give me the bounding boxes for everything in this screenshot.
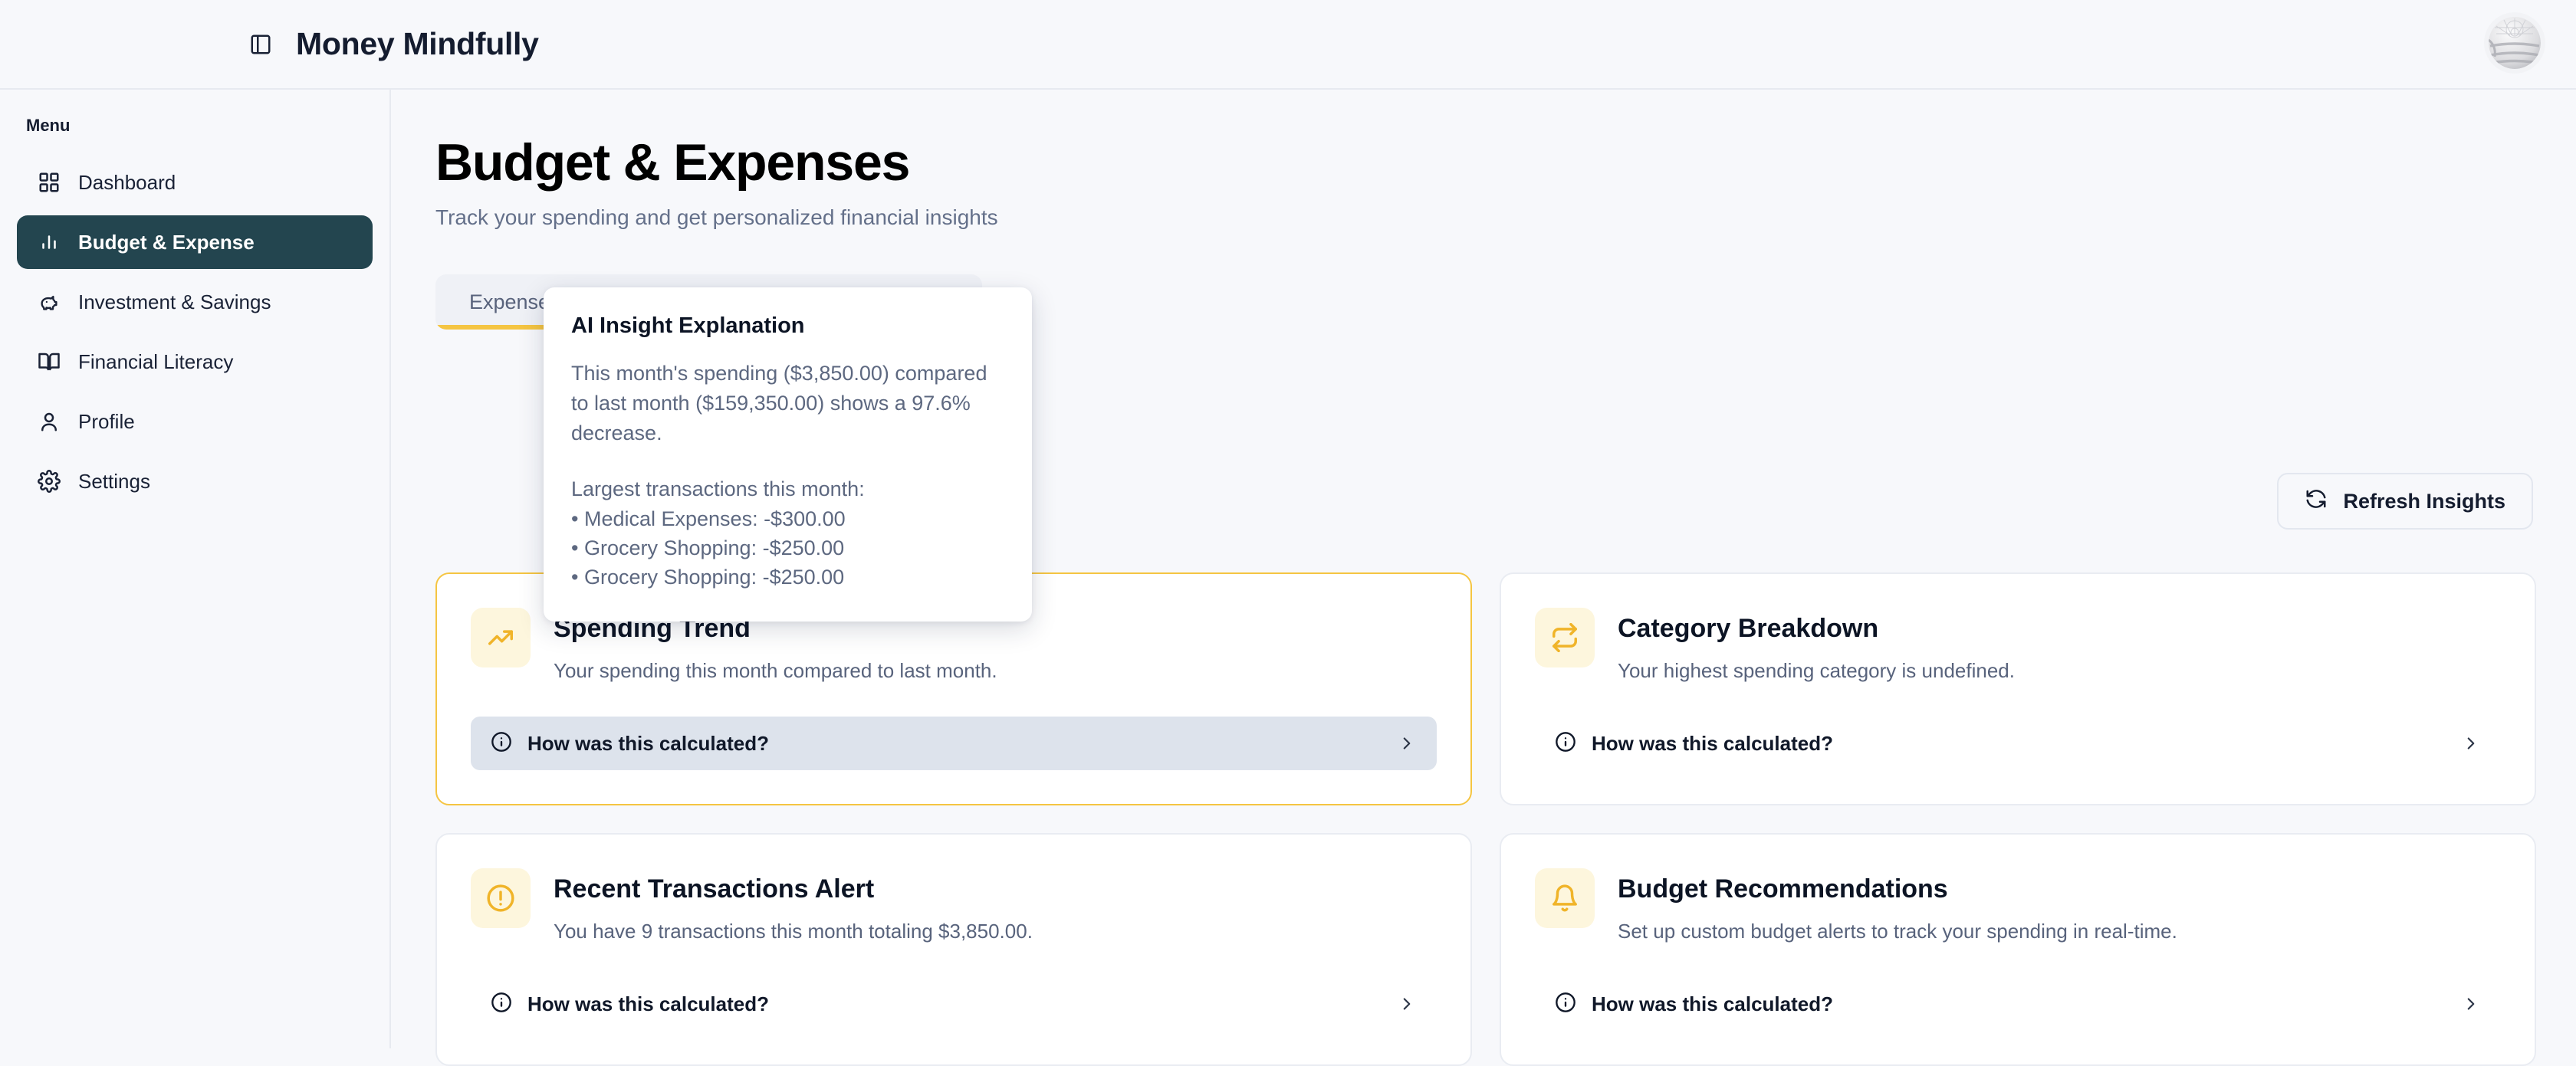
how-was-this-calculated-button[interactable]: How was this calculated? <box>1535 717 2501 770</box>
tooltip-spacer <box>571 448 1004 474</box>
info-icon <box>1555 731 1576 756</box>
page-subtitle: Track your spending and get personalized… <box>435 205 998 230</box>
sidebar-toggle-icon[interactable] <box>244 28 278 61</box>
refresh-insights-button[interactable]: Refresh Insights <box>2277 473 2533 530</box>
chevron-right-icon <box>2461 733 2481 753</box>
gear-icon <box>34 466 64 497</box>
chevron-right-icon <box>1397 733 1417 753</box>
bell-icon <box>1535 868 1595 928</box>
calc-label: How was this calculated? <box>1592 731 1833 755</box>
sidebar-item-label: Settings <box>78 469 150 493</box>
tooltip-list-item: • Medical Expenses: -$300.00 <box>571 507 846 530</box>
sidebar: Menu Dashboard Budget & Expense Investme… <box>0 90 391 1048</box>
app-title: Money Mindfully <box>296 26 539 61</box>
tooltip-list-item: • Grocery Shopping: -$250.00 <box>571 566 845 589</box>
card-description: Set up custom budget alerts to track you… <box>1618 920 2177 943</box>
insight-card-category-breakdown[interactable]: Category Breakdown Your highest spending… <box>1500 572 2536 805</box>
sidebar-item-label: Financial Literacy <box>78 349 234 373</box>
tooltip-title: AI Insight Explanation <box>571 313 805 338</box>
sidebar-item-investment-savings[interactable]: Investment & Savings <box>17 275 373 329</box>
info-icon <box>491 992 512 1017</box>
card-title: Budget Recommendations <box>1618 874 1948 904</box>
refresh-icon <box>2305 487 2328 516</box>
page-title: Budget & Expenses <box>435 133 910 192</box>
calc-label: How was this calculated? <box>527 731 769 755</box>
how-was-this-calculated-button[interactable]: How was this calculated? <box>471 717 1437 770</box>
user-icon <box>34 406 64 437</box>
sidebar-item-settings[interactable]: Settings <box>17 454 373 508</box>
sidebar-item-label: Dashboard <box>78 170 176 194</box>
ai-insight-explanation-tooltip: AI Insight Explanation This month's spen… <box>544 287 1032 622</box>
repeat-icon <box>1535 608 1595 667</box>
sidebar-item-label: Budget & Expense <box>78 230 255 254</box>
card-description: Your spending this month compared to las… <box>554 659 997 682</box>
top-header-bar: Money Mindfully <box>0 0 2576 90</box>
sidebar-item-dashboard[interactable]: Dashboard <box>17 156 373 209</box>
insight-card-grid: Spending Trend Your spending this month … <box>435 572 2536 1066</box>
trending-up-icon <box>471 608 531 667</box>
how-was-this-calculated-button[interactable]: How was this calculated? <box>1535 977 2501 1031</box>
sidebar-menu-label: Menu <box>26 116 71 135</box>
card-title: Recent Transactions Alert <box>554 874 875 904</box>
insight-card-recent-transactions-alert[interactable]: Recent Transactions Alert You have 9 tra… <box>435 833 1472 1066</box>
info-icon <box>1555 992 1576 1017</box>
sidebar-item-budget-expense[interactable]: Budget & Expense <box>17 215 373 269</box>
avatar[interactable] <box>2484 12 2545 74</box>
chevron-right-icon <box>1397 994 1417 1014</box>
tooltip-list-item: • Grocery Shopping: -$250.00 <box>571 536 845 560</box>
sidebar-item-label: Profile <box>78 409 135 433</box>
piggy-bank-icon <box>34 287 64 317</box>
calc-label: How was this calculated? <box>527 992 769 1015</box>
sidebar-item-label: Investment & Savings <box>78 290 271 313</box>
sidebar-item-profile[interactable]: Profile <box>17 395 373 448</box>
card-description: Your highest spending category is undefi… <box>1618 659 2015 682</box>
calc-label: How was this calculated? <box>1592 992 1833 1015</box>
card-description: You have 9 transactions this month total… <box>554 920 1033 943</box>
book-open-icon <box>34 346 64 377</box>
bar-chart-icon <box>34 227 64 257</box>
chevron-right-icon <box>2461 994 2481 1014</box>
insight-card-budget-recommendations[interactable]: Budget Recommendations Set up custom bud… <box>1500 833 2536 1066</box>
refresh-insights-label: Refresh Insights <box>2343 489 2505 513</box>
card-title: Category Breakdown <box>1618 614 1879 643</box>
sidebar-item-financial-literacy[interactable]: Financial Literacy <box>17 335 373 389</box>
alert-circle-icon <box>471 868 531 928</box>
tooltip-list-heading: Largest transactions this month: <box>571 477 865 501</box>
info-icon <box>491 731 512 756</box>
layout-grid-icon <box>34 167 64 198</box>
tooltip-paragraph: This month's spending ($3,850.00) compar… <box>571 362 993 445</box>
how-was-this-calculated-button[interactable]: How was this calculated? <box>471 977 1437 1031</box>
